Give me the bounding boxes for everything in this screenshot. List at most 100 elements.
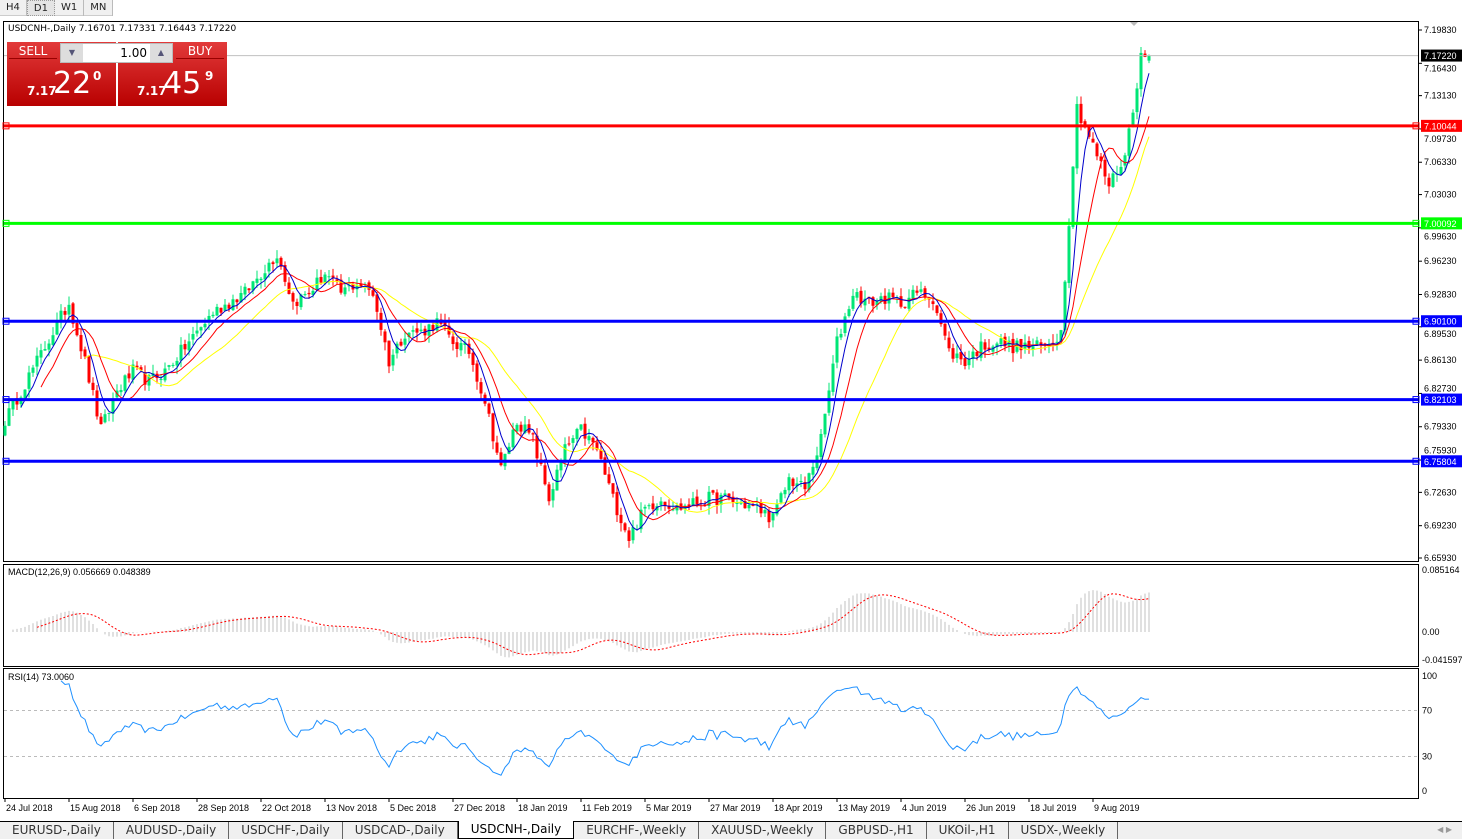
- candle-body: [499, 452, 503, 466]
- chart-tab[interactable]: XAUUSD-,Weekly: [699, 822, 827, 839]
- candle: [847, 305, 851, 318]
- buy-price-prefix: 7.17: [137, 84, 167, 98]
- chart-tab[interactable]: UKOil-,H1: [927, 822, 1009, 839]
- candle-body: [171, 364, 175, 366]
- candle: [1067, 218, 1071, 289]
- candle-body: [715, 492, 719, 506]
- price-tick-label: 6.89530: [1424, 329, 1457, 339]
- candle-body: [735, 501, 739, 505]
- level-handle: [2, 317, 10, 325]
- candle: [347, 277, 351, 292]
- timeframe-d1[interactable]: D1: [26, 0, 55, 16]
- macd-signal-line: [36, 593, 1150, 656]
- chart-tab[interactable]: USDCAD-,Daily: [343, 822, 458, 839]
- candle: [643, 504, 647, 516]
- candle: [491, 412, 495, 450]
- candle-body: [899, 296, 903, 307]
- date-tick-label: 22 Oct 2018: [262, 803, 311, 813]
- candle: [1039, 338, 1043, 354]
- candle-body: [251, 281, 255, 291]
- candle-body: [39, 350, 43, 358]
- candle-body: [371, 290, 375, 296]
- macd-tick-label: 0.085164: [1422, 565, 1460, 575]
- candle-body: [587, 436, 591, 441]
- candle-body: [231, 299, 235, 311]
- candle-body: [355, 285, 359, 290]
- candle: [343, 282, 347, 297]
- candle-body: [819, 433, 823, 458]
- tab-scroll-arrows-icon[interactable]: ◀ ▶: [1437, 825, 1452, 834]
- candle: [851, 288, 855, 312]
- candle: [63, 307, 67, 322]
- candle-body: [707, 491, 711, 506]
- candle-body: [287, 282, 291, 295]
- candle-body: [1091, 138, 1095, 143]
- candle-body: [543, 465, 547, 485]
- candle: [231, 294, 235, 312]
- candle-body: [799, 480, 803, 483]
- buy-label: BUY: [176, 44, 224, 59]
- candle: [471, 348, 475, 372]
- candle-body: [855, 292, 859, 298]
- timeframe-w1[interactable]: W1: [55, 0, 85, 16]
- candle-body: [1127, 128, 1131, 156]
- candle: [83, 346, 87, 360]
- candle-body: [923, 288, 927, 298]
- candle-body: [159, 379, 163, 381]
- candle: [903, 306, 907, 309]
- sell-price-prefix: 7.17: [27, 84, 57, 98]
- candle: [831, 355, 835, 396]
- price-tick-label: 6.69230: [1424, 521, 1457, 531]
- candle-body: [979, 341, 983, 358]
- candle-body: [219, 307, 223, 313]
- candle-body: [135, 365, 139, 368]
- candle: [451, 331, 455, 351]
- candle-body: [59, 310, 63, 322]
- current-price-label: 7.17220: [1424, 51, 1457, 61]
- date-tick-label: 5 Mar 2019: [646, 803, 692, 813]
- candle: [555, 464, 559, 491]
- candle-body: [1103, 159, 1107, 177]
- chart-title: USDCNH-,Daily 7.16701 7.17331 7.16443 7.…: [8, 24, 237, 34]
- candle-body: [411, 330, 415, 332]
- lot-size-input[interactable]: [83, 44, 150, 62]
- timeframe-mn[interactable]: MN: [84, 0, 114, 16]
- decrease-lot-button[interactable]: ▼: [61, 44, 83, 62]
- candle-body: [931, 301, 935, 305]
- price-tick-label: 6.75930: [1424, 445, 1457, 455]
- macd-pane: [3, 564, 1419, 667]
- candle-body: [787, 477, 791, 491]
- price-tick-label: 7.06330: [1424, 157, 1457, 167]
- candle-body: [399, 341, 403, 346]
- candle-body: [247, 288, 251, 291]
- candle-body: [999, 338, 1003, 345]
- chart-tab[interactable]: EURUSD-,Daily: [0, 822, 114, 839]
- level-price-label: 6.75804: [1424, 457, 1457, 467]
- candle-body: [415, 328, 419, 333]
- chart-tab[interactable]: USDCHF-,Daily: [229, 822, 343, 839]
- chart-tab[interactable]: USDX-,Weekly: [1009, 822, 1119, 839]
- chart-tab[interactable]: EURCHF-,Weekly: [574, 822, 700, 839]
- candle: [455, 337, 459, 358]
- candle-body: [391, 354, 395, 366]
- chart-tab[interactable]: AUDUSD-,Daily: [114, 822, 230, 839]
- candle: [915, 285, 919, 296]
- price-tick-label: 6.65930: [1424, 553, 1457, 563]
- chart-tab[interactable]: GBPUSD-,H1: [826, 822, 927, 839]
- price-tick-label: 6.99630: [1424, 231, 1457, 241]
- date-tick-label: 11 Feb 2019: [582, 803, 632, 813]
- candle-body: [843, 316, 847, 334]
- candle: [647, 503, 651, 510]
- timeframe-h4[interactable]: H4: [0, 0, 27, 16]
- candle: [415, 320, 419, 341]
- candle: [587, 428, 591, 444]
- candle: [275, 250, 279, 268]
- candle-body: [723, 493, 727, 496]
- candle: [571, 435, 575, 451]
- candle: [787, 473, 791, 497]
- chart-tab[interactable]: USDCNH-,Daily: [457, 821, 575, 839]
- candle-body: [223, 304, 227, 311]
- macd-tick-label: 0.00: [1422, 627, 1440, 637]
- increase-lot-button[interactable]: ▲: [150, 44, 172, 62]
